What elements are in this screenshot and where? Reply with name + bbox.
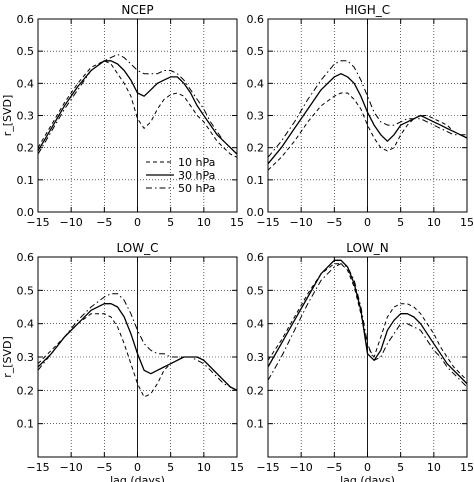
- y-tick-label: 0.4: [17, 77, 35, 90]
- y-tick-label: 0.2: [247, 384, 265, 397]
- y-tick-label: 0.3: [17, 110, 35, 123]
- x-tick-label: −15: [26, 461, 49, 474]
- series-line-30-hpa: [267, 73, 468, 165]
- y-axis-title: r_[SVD]: [1, 95, 14, 137]
- panel-1: −15 −10 −5 0 5 10 15 0.0 0.1 0.2 0.3 0.4 0.5 0.6 HIGH_…: [247, 3, 474, 229]
- y-tick-label: 0.2: [17, 142, 35, 155]
- y-axis-title: r_[SVD]: [1, 336, 14, 378]
- y-tick-label: 0.5: [247, 284, 265, 297]
- panel-2: −15 −10 −5 0 5 10 15 0.1 0.2 0.3 0.4 0.5 0.6 LOW_C r_[…: [1, 241, 244, 482]
- x-tick-label: 10: [427, 461, 441, 474]
- x-tick-label: −10: [60, 461, 83, 474]
- y-tick-label: 0.5: [17, 45, 35, 58]
- series-line-50-hpa: [267, 263, 468, 388]
- y-tick-label: 0.1: [17, 174, 35, 187]
- panel-title: HIGH_C: [345, 3, 390, 17]
- y-tick-label: 0.6: [247, 251, 265, 264]
- x-axis-title: laq (days): [340, 474, 395, 482]
- x-tick-label: 15: [230, 461, 244, 474]
- y-tick-label: 0.5: [17, 284, 35, 297]
- legend-label: 10 hPa: [178, 156, 215, 169]
- y-tick-label: 0.3: [17, 351, 35, 364]
- x-tick-label: 0: [364, 216, 371, 229]
- series-line-30-hpa: [37, 60, 238, 155]
- panel-0: −15 −10 −5 0 5 10 15 0.0 0.1 0.2 0.3 0.4 0.5 0.6 NCEP r…: [1, 3, 244, 229]
- y-tick-label: 0.4: [247, 77, 265, 90]
- y-tick-label: 0.3: [247, 110, 265, 123]
- x-tick-label: 10: [197, 461, 211, 474]
- x-tick-label: −5: [96, 216, 112, 229]
- x-tick-label: −10: [290, 461, 313, 474]
- x-tick-label: 10: [197, 216, 211, 229]
- x-tick-label: −15: [26, 216, 49, 229]
- legend-label: 30 hPa: [178, 169, 215, 182]
- x-tick-label: −10: [290, 216, 313, 229]
- series-line-30-hpa: [37, 303, 238, 391]
- panel-title: LOW_N: [346, 241, 389, 255]
- series-line-30-hpa: [267, 259, 468, 385]
- x-tick-label: −5: [326, 461, 342, 474]
- x-tick-label: 10: [427, 216, 441, 229]
- x-tick-label: −5: [326, 216, 342, 229]
- x-tick-label: 5: [397, 216, 404, 229]
- series-line-10-hpa: [37, 60, 238, 158]
- y-tick-label: 0.1: [247, 418, 265, 431]
- y-tick-label: 0.6: [247, 13, 265, 26]
- x-tick-label: 0: [134, 461, 141, 474]
- y-tick-label: 0.1: [17, 418, 35, 431]
- x-axis-title: laq (days): [110, 474, 165, 482]
- x-tick-label: 15: [460, 216, 474, 229]
- y-tick-label: 0.4: [247, 318, 265, 331]
- y-tick-label: 0.0: [17, 206, 35, 219]
- y-tick-label: 0.4: [17, 318, 35, 331]
- x-tick-label: 5: [167, 216, 174, 229]
- y-tick-label: 0.6: [17, 251, 35, 264]
- series-line-50-hpa: [37, 293, 238, 391]
- x-tick-label: 5: [397, 461, 404, 474]
- x-tick-label: −10: [60, 216, 83, 229]
- panel-title: LOW_C: [117, 241, 159, 255]
- x-tick-label: −15: [256, 461, 279, 474]
- x-tick-label: −15: [256, 216, 279, 229]
- y-tick-label: 0.2: [247, 142, 265, 155]
- panel-3: −15 −10 −5 0 5 10 15 0.1 0.2 0.3 0.4 0.5 0.6 LOW_Nlaq…: [247, 241, 474, 482]
- x-tick-label: 15: [460, 461, 474, 474]
- y-tick-label: 0.5: [247, 45, 265, 58]
- x-tick-label: −5: [96, 461, 112, 474]
- x-tick-label: 0: [364, 461, 371, 474]
- series-line-50-hpa: [267, 60, 467, 158]
- y-tick-label: 0.3: [247, 351, 265, 364]
- series-line-10-hpa: [267, 92, 468, 171]
- y-tick-label: 0.6: [17, 13, 35, 26]
- panel-title: NCEP: [121, 3, 153, 17]
- y-tick-label: 0.0: [247, 206, 265, 219]
- x-tick-label: 15: [230, 216, 244, 229]
- x-tick-label: 0: [134, 216, 141, 229]
- legend-label: 50 hPa: [178, 182, 215, 195]
- y-tick-label: 0.1: [247, 174, 265, 187]
- y-tick-label: 0.2: [17, 384, 35, 397]
- x-tick-label: 5: [167, 461, 174, 474]
